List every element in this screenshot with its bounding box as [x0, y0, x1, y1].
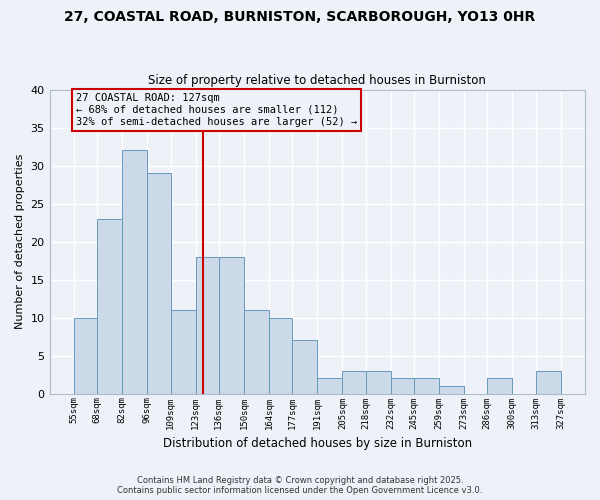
- Y-axis label: Number of detached properties: Number of detached properties: [15, 154, 25, 330]
- Bar: [147, 173, 170, 394]
- Bar: [292, 340, 317, 394]
- Bar: [269, 318, 292, 394]
- Bar: [219, 257, 244, 394]
- Text: 27, COASTAL ROAD, BURNISTON, SCARBOROUGH, YO13 0HR: 27, COASTAL ROAD, BURNISTON, SCARBOROUGH…: [64, 10, 536, 24]
- Bar: [122, 150, 147, 394]
- Bar: [74, 318, 97, 394]
- Bar: [391, 378, 414, 394]
- Title: Size of property relative to detached houses in Burniston: Size of property relative to detached ho…: [148, 74, 486, 87]
- Bar: [196, 257, 219, 394]
- Text: Contains HM Land Registry data © Crown copyright and database right 2025.
Contai: Contains HM Land Registry data © Crown c…: [118, 476, 482, 495]
- Text: 27 COASTAL ROAD: 127sqm
← 68% of detached houses are smaller (112)
32% of semi-d: 27 COASTAL ROAD: 127sqm ← 68% of detache…: [76, 94, 357, 126]
- Bar: [244, 310, 269, 394]
- Bar: [414, 378, 439, 394]
- Bar: [343, 371, 365, 394]
- Bar: [97, 219, 122, 394]
- Bar: [170, 310, 196, 394]
- Bar: [439, 386, 464, 394]
- Bar: [365, 371, 391, 394]
- Bar: [317, 378, 343, 394]
- X-axis label: Distribution of detached houses by size in Burniston: Distribution of detached houses by size …: [163, 437, 472, 450]
- Bar: [536, 371, 560, 394]
- Bar: [487, 378, 512, 394]
